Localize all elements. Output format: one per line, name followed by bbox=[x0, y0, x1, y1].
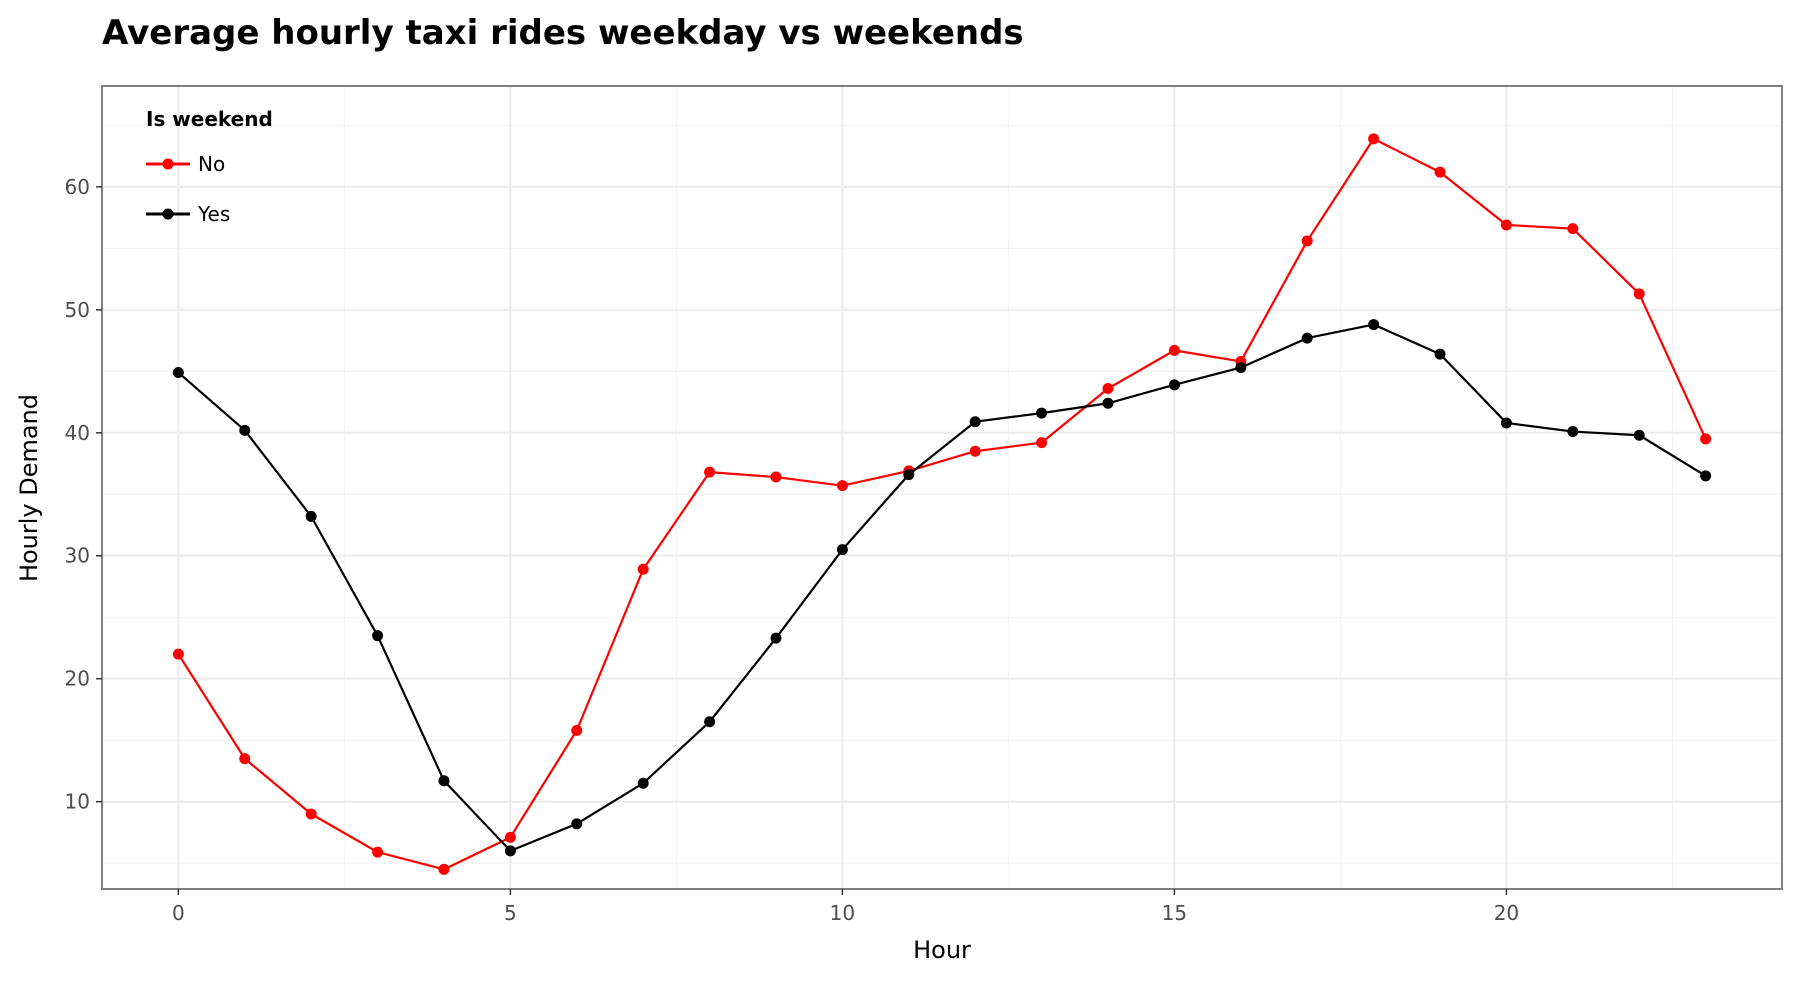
x-tick-label: 20 bbox=[1494, 901, 1519, 925]
y-tick-label: 40 bbox=[65, 421, 90, 445]
panel-background bbox=[102, 86, 1782, 889]
legend-items: No Yes bbox=[146, 152, 230, 226]
legend-point-key bbox=[162, 208, 174, 220]
data-point bbox=[239, 753, 251, 765]
data-point bbox=[1700, 470, 1712, 482]
data-point bbox=[372, 630, 384, 642]
x-tick-label: 15 bbox=[1162, 901, 1187, 925]
data-point bbox=[1301, 332, 1313, 344]
data-point bbox=[1633, 288, 1645, 300]
x-axis-title: Hour bbox=[913, 936, 971, 964]
data-point bbox=[1036, 407, 1048, 419]
legend-label: Yes bbox=[197, 202, 230, 226]
data-point bbox=[1368, 133, 1380, 145]
data-point bbox=[1102, 397, 1114, 409]
data-point bbox=[305, 510, 317, 522]
series-layer bbox=[172, 133, 1712, 875]
y-tick-label: 60 bbox=[65, 175, 90, 199]
legend-point-key bbox=[162, 158, 174, 170]
legend-label: No bbox=[198, 152, 225, 176]
data-point bbox=[172, 367, 184, 379]
chart-title: Average hourly taxi rides weekday vs wee… bbox=[102, 13, 1024, 53]
legend-item-no: No bbox=[146, 152, 225, 176]
series-line bbox=[177, 323, 1707, 852]
data-point bbox=[1301, 235, 1313, 247]
data-point bbox=[1500, 417, 1512, 429]
data-point bbox=[1633, 429, 1645, 441]
x-axis: 0 5 10 15 20 bbox=[172, 889, 1519, 925]
data-point bbox=[1567, 223, 1579, 235]
data-point bbox=[504, 831, 516, 843]
data-point bbox=[770, 632, 782, 644]
data-point bbox=[305, 808, 317, 820]
x-tick-label: 0 bbox=[172, 901, 185, 925]
data-point bbox=[1434, 348, 1446, 360]
data-point bbox=[239, 424, 251, 436]
data-point bbox=[1500, 219, 1512, 231]
series-yes bbox=[172, 319, 1712, 857]
y-axis: 10 20 30 40 50 60 bbox=[65, 175, 102, 814]
data-point bbox=[1235, 362, 1247, 374]
data-point bbox=[836, 544, 848, 556]
data-point bbox=[969, 445, 981, 457]
x-tick-label: 10 bbox=[830, 901, 855, 925]
data-point bbox=[1036, 437, 1048, 449]
data-point bbox=[438, 863, 450, 875]
data-point bbox=[172, 648, 184, 660]
data-point bbox=[372, 846, 384, 858]
y-tick-label: 10 bbox=[65, 790, 90, 814]
legend-item-yes: Yes bbox=[146, 202, 230, 226]
panel-border bbox=[101, 85, 1783, 890]
data-point bbox=[836, 480, 848, 492]
series-line bbox=[177, 137, 1707, 871]
legend-title: Is weekend bbox=[146, 107, 273, 131]
data-point bbox=[1700, 433, 1712, 445]
data-point bbox=[1168, 344, 1180, 356]
y-tick-label: 20 bbox=[65, 667, 90, 691]
data-point bbox=[637, 563, 649, 575]
minor-grid bbox=[102, 86, 1782, 889]
legend: Is weekend No Yes bbox=[146, 107, 273, 226]
data-point bbox=[438, 775, 450, 787]
x-tick-label: 5 bbox=[504, 901, 517, 925]
data-point bbox=[903, 469, 915, 481]
data-point bbox=[969, 416, 981, 428]
data-point bbox=[1168, 379, 1180, 391]
data-point bbox=[704, 716, 716, 728]
data-point bbox=[704, 466, 716, 478]
y-tick-label: 50 bbox=[65, 298, 90, 322]
y-tick-label: 30 bbox=[65, 544, 90, 568]
data-point bbox=[637, 777, 649, 789]
y-axis-title: Hourly Demand bbox=[15, 394, 43, 582]
data-point bbox=[770, 471, 782, 483]
data-point bbox=[1368, 319, 1380, 331]
data-point bbox=[571, 724, 583, 736]
data-point bbox=[1102, 383, 1114, 395]
data-point bbox=[1434, 166, 1446, 178]
plot-panel bbox=[101, 85, 1783, 890]
data-point bbox=[571, 818, 583, 830]
data-point bbox=[504, 845, 516, 857]
data-point bbox=[1567, 426, 1579, 438]
